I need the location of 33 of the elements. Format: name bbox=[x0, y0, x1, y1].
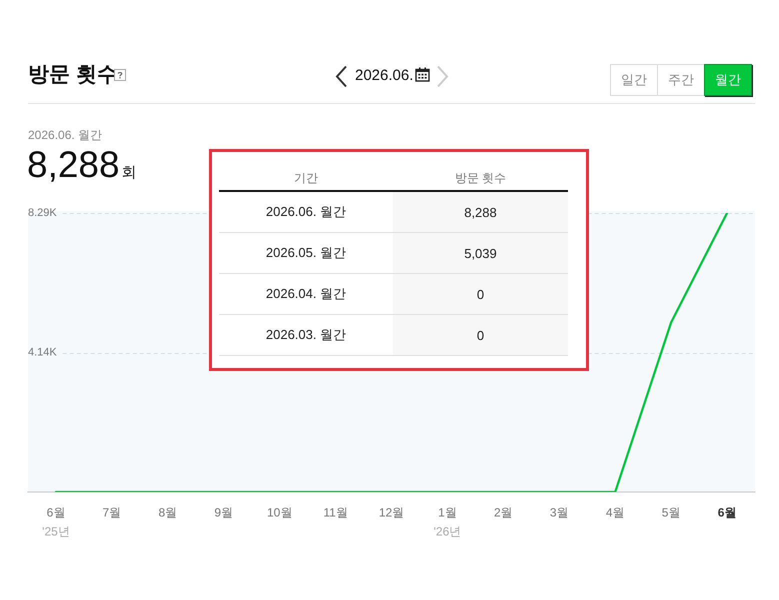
x-tick-label: 7월 bbox=[102, 506, 122, 520]
tab-button: 주간 bbox=[657, 64, 705, 96]
x-tick-label: 5월 bbox=[662, 506, 680, 520]
annotation: 2026.04. 월간 bbox=[219, 274, 393, 314]
y-tick-label: 4.14K bbox=[28, 346, 58, 359]
x-tick-label: 12월 bbox=[378, 506, 404, 520]
category-label: 6월 '25년 bbox=[42, 506, 70, 538]
y-tick-label: 8.29K bbox=[28, 207, 58, 220]
annotation: 2026.03. 월간 bbox=[219, 315, 393, 355]
text: 방문 횟수 bbox=[454, 170, 508, 187]
annotation: 0 bbox=[393, 274, 568, 314]
category-label: 1월 '26년 bbox=[434, 506, 462, 538]
x-tick-label: 4월 bbox=[606, 506, 625, 520]
x-tick-label: 11월 bbox=[323, 506, 348, 520]
annotation: 8,288 bbox=[393, 192, 568, 232]
text: 기간 bbox=[293, 170, 319, 187]
text: 회 bbox=[122, 164, 137, 181]
annotation: 2026.05. 월간 bbox=[219, 233, 393, 273]
annotation: 5,039 bbox=[393, 233, 568, 273]
x-tick-label: 9월 bbox=[214, 506, 234, 520]
text: 2026.06. bbox=[355, 66, 414, 86]
annotation: 0 bbox=[393, 315, 568, 355]
x-tick-label: 10월 bbox=[266, 506, 292, 520]
tab-button: 일간 bbox=[610, 64, 658, 96]
x-tick-label: 3월 bbox=[550, 506, 569, 520]
annotation: 2026.06. 월간 bbox=[219, 192, 393, 232]
chart-title: 방문 횟수 bbox=[28, 62, 118, 88]
x-tick-label: 8월 bbox=[158, 506, 178, 520]
tab-button: 월간 bbox=[704, 64, 752, 96]
text: 2026.06. 월간 bbox=[28, 127, 102, 143]
x-tick-label: 6월 bbox=[718, 506, 736, 520]
x-tick-label: 2월 bbox=[494, 506, 513, 520]
text: 8,288 bbox=[27, 144, 120, 185]
